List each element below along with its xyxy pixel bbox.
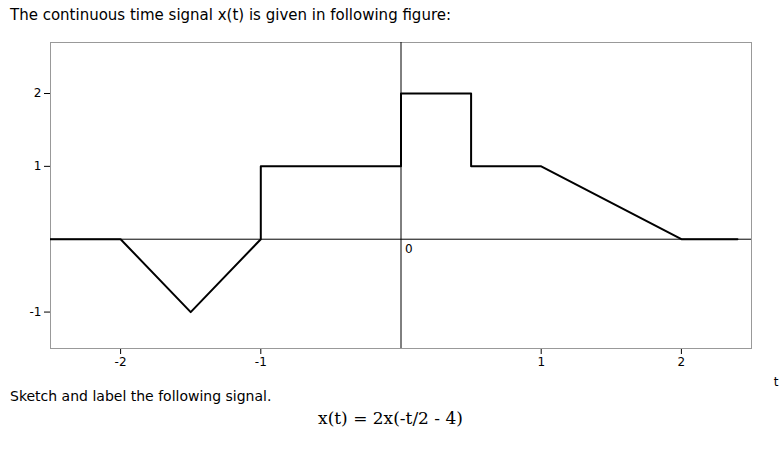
svg-text:1: 1 bbox=[34, 159, 42, 173]
svg-text:1: 1 bbox=[537, 355, 545, 369]
html-text:x(t) = 2x(-t/2 - 4): x(t) = 2x(-t/2 - 4) bbox=[318, 408, 463, 428]
svg-text:-1: -1 bbox=[255, 355, 267, 369]
svg-text:0: 0 bbox=[405, 242, 413, 256]
svg-text:2: 2 bbox=[678, 355, 686, 369]
svg-text:2: 2 bbox=[34, 86, 42, 100]
html-text:The continuous time signal x(t: The continuous time signal x(t) is given… bbox=[10, 6, 451, 24]
html-text:Sketch and label the following: Sketch and label the following signal. bbox=[10, 388, 272, 404]
svg-text:-1: -1 bbox=[30, 305, 42, 319]
svg-text:-2: -2 bbox=[115, 355, 127, 369]
svg-text:t: t bbox=[774, 375, 779, 389]
